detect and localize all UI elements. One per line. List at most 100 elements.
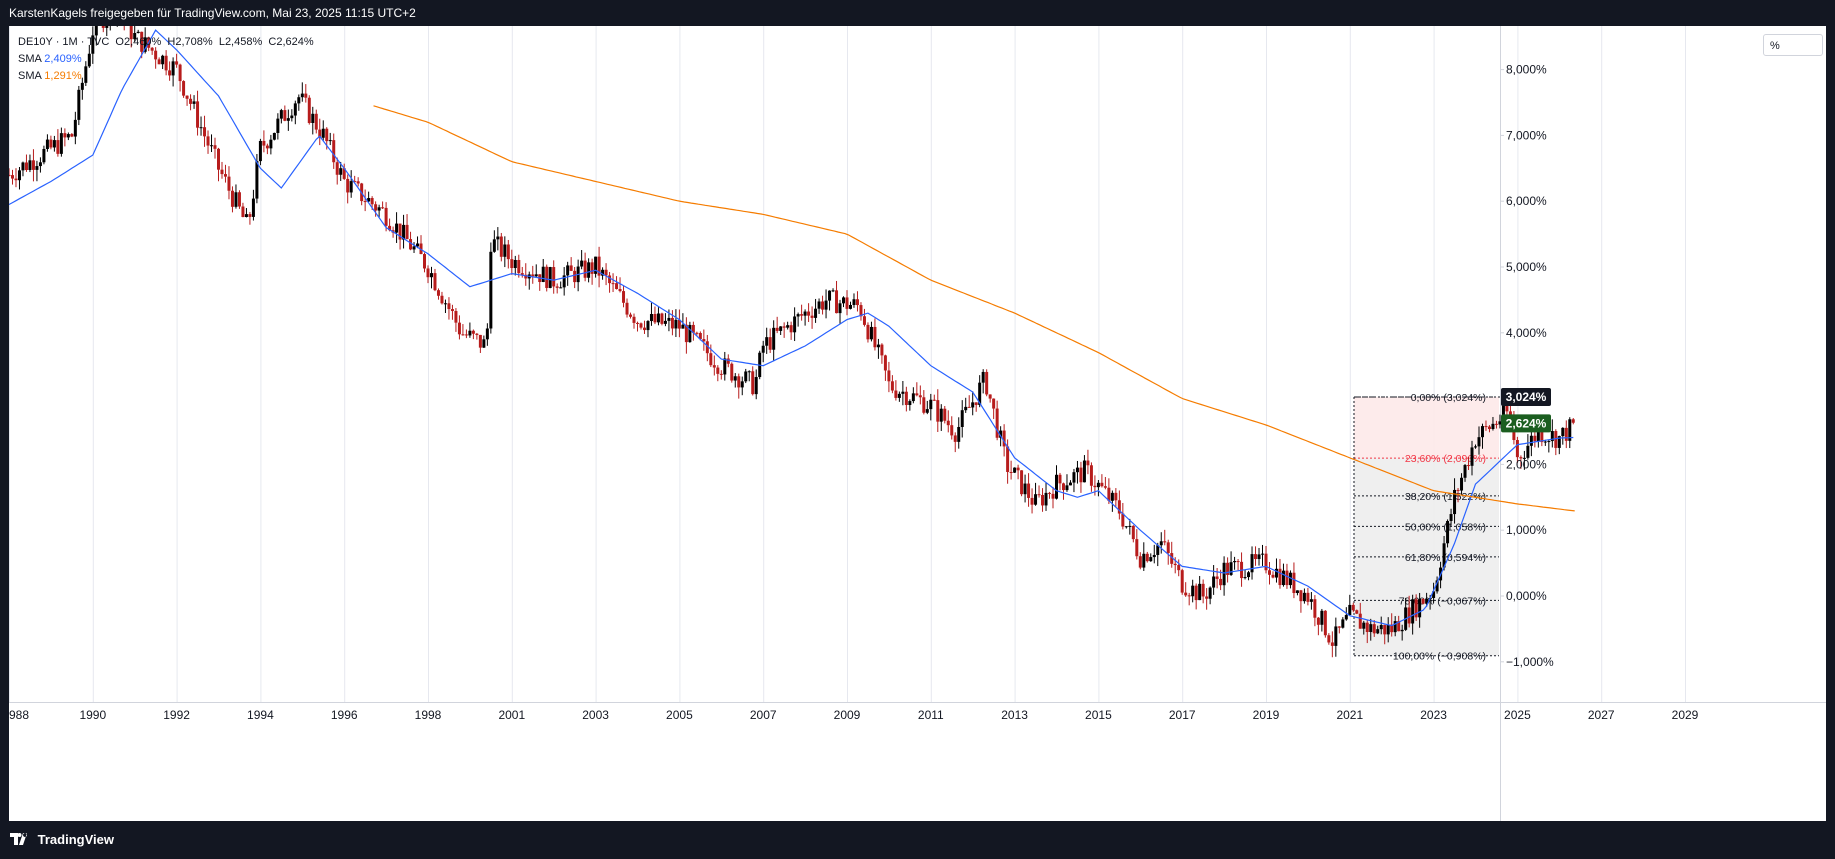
fib-level-label: 50,00% (1,058%) (1405, 521, 1486, 533)
candle-body (1250, 554, 1254, 573)
candle-body (1491, 423, 1495, 430)
footer-bar: TradingView (0, 821, 1835, 858)
candle-body (496, 236, 500, 240)
candle-body (601, 269, 605, 276)
candle-body (1055, 474, 1058, 499)
candle-body (974, 402, 978, 405)
candle-body (251, 198, 255, 217)
chart-frame[interactable]: 0,00% (3,024%) 23,60% (2,096%) 38,20% (1,5… (9, 26, 1826, 821)
candle-body (140, 31, 144, 52)
candle-body (1547, 441, 1551, 443)
legend-sma-fast-row[interactable]: SMA 2,409% (18, 51, 314, 68)
candle-body (314, 113, 318, 130)
time-tick-label: 1998 (415, 708, 442, 722)
candle-body (737, 376, 741, 388)
candle-body (1543, 441, 1547, 443)
candle-body (471, 330, 475, 334)
candle-body (482, 339, 486, 348)
candle-body (356, 181, 360, 184)
candle-body (636, 322, 639, 324)
candle-body (1323, 610, 1327, 636)
candle-body (639, 323, 643, 328)
candle-body (87, 53, 91, 67)
candle-body (1320, 610, 1324, 625)
candle-body (1027, 483, 1031, 498)
candle-body (632, 316, 636, 323)
candle-body (684, 324, 688, 343)
candle-body (548, 267, 552, 288)
candle-body (1177, 565, 1181, 571)
legend-open-label: O (115, 36, 124, 48)
candle-body (1351, 604, 1355, 611)
candle-body (698, 333, 702, 340)
candle-body (28, 160, 32, 171)
candle-body (370, 198, 374, 205)
candle-body (1278, 568, 1282, 586)
candle-body (388, 225, 392, 231)
candle-body (423, 254, 427, 269)
time-tick-label: 2029 (1672, 708, 1699, 722)
candle-body (339, 168, 343, 175)
candle-body (517, 259, 521, 274)
candle-body (1096, 482, 1100, 488)
candle-body (398, 223, 402, 240)
candle-body (1348, 604, 1352, 616)
candle-body (136, 31, 140, 34)
legend-symbol[interactable]: DE10Y · 1M · TVC (18, 36, 110, 48)
price-scale-mode-button[interactable]: % (1763, 34, 1823, 56)
time-tick-label: 2011 (918, 708, 944, 722)
candle-body (590, 262, 594, 274)
candle-body (457, 322, 461, 335)
candle-body (84, 66, 88, 83)
candle-body (890, 381, 894, 391)
candle-body (1117, 500, 1121, 514)
candle-body (384, 207, 388, 226)
candle-body (789, 325, 793, 333)
fib-level-label: 0,00% (3,024%) (1411, 392, 1486, 404)
candle-body (492, 239, 496, 252)
candle-body (943, 408, 947, 421)
candle-body (765, 337, 769, 346)
candle-body (1365, 622, 1369, 633)
candle-body (1568, 419, 1572, 441)
candle-body (318, 129, 322, 138)
candle-body (1435, 580, 1439, 592)
legend-sma-slow-row[interactable]: SMA 1,291% (18, 68, 314, 85)
candle-body (1034, 494, 1038, 505)
candle-body (541, 266, 545, 283)
candle-body (171, 61, 175, 76)
candle-body (1180, 570, 1184, 593)
candle-body (42, 148, 46, 163)
candle-body (94, 26, 98, 36)
price-tick-label: 4,000% (1506, 326, 1547, 340)
candle-body (192, 101, 196, 104)
candle-body (213, 145, 217, 149)
candle-body (1030, 497, 1034, 505)
candle-body (981, 371, 985, 383)
candle-body (936, 400, 940, 422)
candle-body (1540, 429, 1544, 443)
candle-body (1205, 596, 1209, 599)
candle-body (189, 98, 193, 104)
chart-canvas[interactable]: 0,00% (3,024%) 23,60% (2,096%) 38,20% (1,5… (9, 26, 1826, 821)
candle-body (656, 313, 660, 323)
candle-body (953, 435, 957, 442)
candle-body (450, 309, 454, 312)
candle-body (283, 110, 287, 121)
candle-body (1215, 576, 1219, 579)
candle-body (255, 161, 259, 199)
candle-body (1292, 572, 1296, 594)
candle-body (300, 93, 304, 98)
candle-body (597, 256, 601, 276)
candle-body (768, 337, 772, 350)
candle-body (443, 303, 447, 305)
candle-body (1219, 578, 1223, 586)
candle-body (807, 311, 811, 316)
candle-body (859, 305, 863, 317)
last-price-tag (1501, 414, 1551, 433)
price-tick-label: 6,000% (1506, 194, 1547, 208)
candle-body (1564, 427, 1568, 441)
candle-body (1013, 467, 1017, 473)
candle-body (1330, 642, 1334, 646)
candle-body (1362, 622, 1366, 629)
